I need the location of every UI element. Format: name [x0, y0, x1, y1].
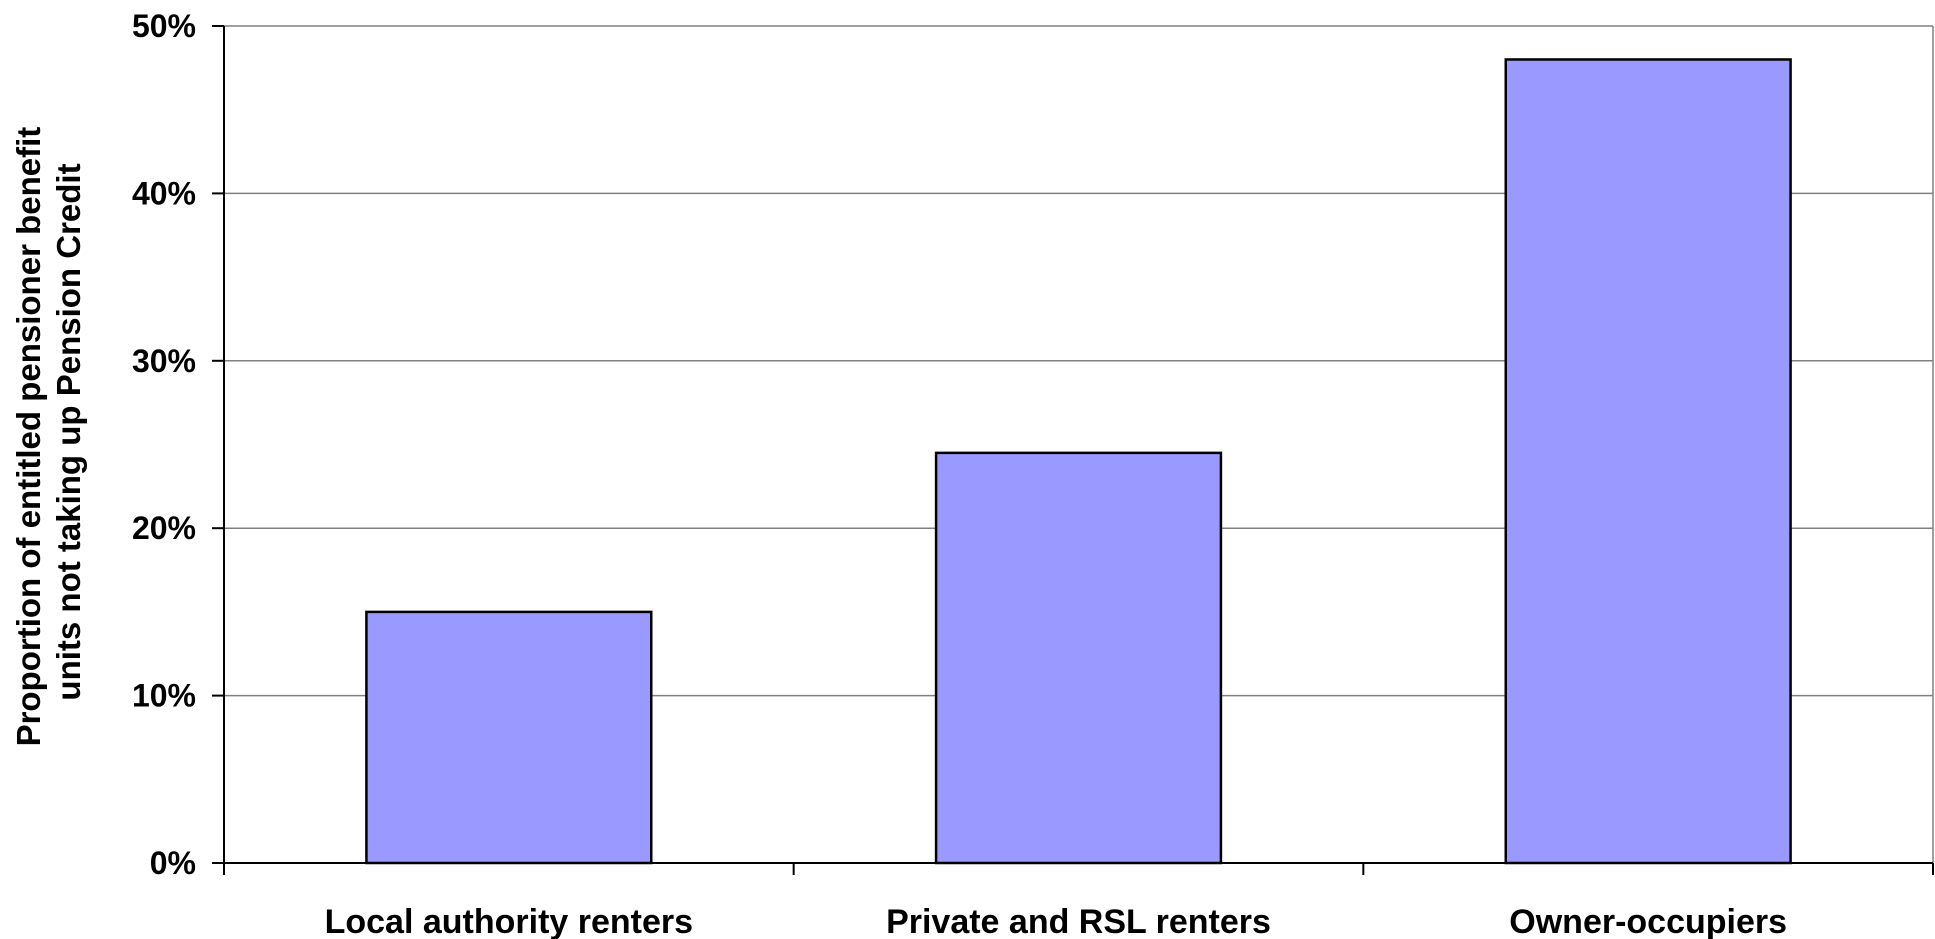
x-axis-labels: Local authority renters Private and RSL r… — [325, 903, 1787, 939]
bars — [365, 58, 1792, 865]
x-category-label: Private and RSL renters — [886, 903, 1271, 939]
bar — [934, 451, 1223, 865]
y-tick-label: 0% — [150, 845, 196, 881]
y-tick-label: 20% — [132, 510, 196, 546]
y-tick-label: 30% — [132, 343, 196, 379]
x-category-label: Owner-occupiers — [1509, 903, 1787, 939]
axes — [223, 26, 1934, 875]
y-axis-title: Proportion of entitled pensioner benefit… — [10, 118, 87, 747]
x-category-label: Local authority renters — [325, 903, 693, 939]
y-tick-label: 10% — [132, 678, 196, 714]
y-tick-label: 50% — [132, 8, 196, 44]
y-tick-label: 40% — [132, 175, 196, 211]
bar — [365, 610, 653, 865]
y-axis-title-line-1: Proportion of entitled pensioner benefit — [10, 127, 47, 747]
y-axis-title-line-2: units not taking up Pension Credit — [50, 163, 87, 700]
bar — [1504, 58, 1792, 865]
y-axis-ticks: 0% 10% 20% 30% 40% 50% — [132, 8, 224, 881]
